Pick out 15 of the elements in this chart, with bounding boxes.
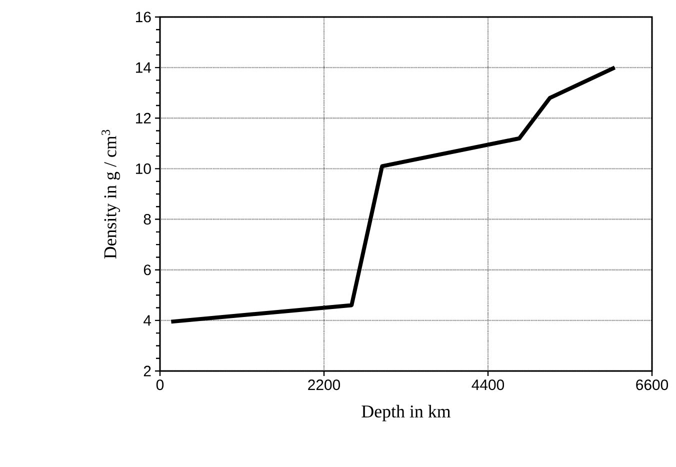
y-tick-label: 10 (136, 163, 151, 174)
y-tick-label: 2 (144, 366, 151, 376)
y-tick-label: 8 (144, 214, 151, 225)
line-series (169, 66, 617, 324)
y-tick-label: 6 (144, 264, 151, 276)
y-tick-label: 16 (136, 12, 151, 22)
x-tick-label: 4400 (472, 380, 504, 390)
x-tick-label: 6600 (636, 380, 668, 390)
y-tick-label: 12 (136, 112, 151, 124)
y-tick-label: 14 (136, 62, 152, 73)
x-tick-label: 2200 (308, 380, 340, 390)
y-tick-label: 4 (144, 315, 152, 326)
x-axis-title: Depth in km (362, 404, 451, 422)
y-axis-title: Density in g / cm$^{3}$ (102, 130, 120, 259)
x-tick-label: 0 (156, 380, 164, 390)
